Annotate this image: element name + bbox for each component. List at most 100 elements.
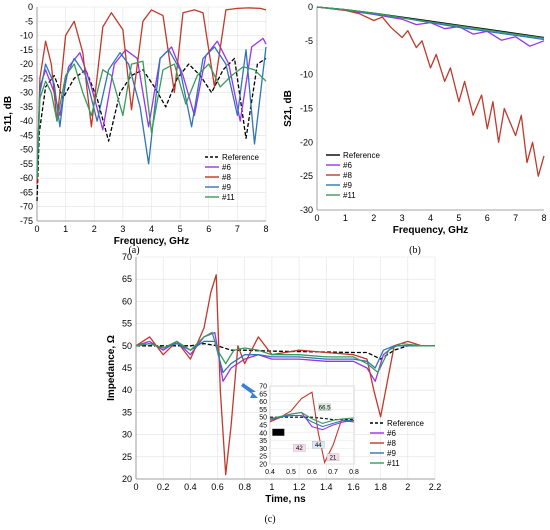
- y-tick-label: -10: [20, 31, 33, 41]
- y-tick-label: -5: [305, 36, 313, 46]
- y-tick-label: 40: [122, 385, 132, 395]
- x-tick-label: 1: [343, 213, 348, 223]
- x-tick-label: 2: [371, 213, 376, 223]
- x-tick-label: 5: [178, 224, 183, 234]
- inset-annotation-label: 44: [315, 443, 322, 449]
- inset-y-tick-label: 35: [259, 438, 267, 445]
- y-tick-label: 20: [122, 474, 132, 484]
- y-tick-label: -20: [300, 137, 313, 147]
- legend-label: #9: [222, 183, 231, 192]
- x-axis-label: Frequency, GHz: [393, 225, 468, 236]
- inset-y-tick-label: 30: [259, 446, 267, 453]
- y-tick-label: 70: [122, 252, 132, 262]
- series-line-n6: [316, 6, 545, 47]
- x-tick-label: 3: [120, 224, 125, 234]
- x-tick-label: 7: [235, 224, 240, 234]
- y-axis-label: Impedance, Ω: [106, 335, 117, 401]
- x-tick-label: 6: [485, 213, 490, 223]
- inset-annotation-box: [272, 428, 285, 436]
- inset-y-tick-label: 45: [259, 423, 267, 430]
- x-tick-label: 8: [263, 224, 268, 234]
- inset-annotation-label: 21: [330, 455, 337, 461]
- inset-annotation-label: 66.5: [319, 405, 331, 411]
- y-tick-label: 55: [122, 319, 132, 329]
- x-tick-label: 6: [206, 224, 211, 234]
- y-tick-label: -60: [20, 173, 33, 183]
- series-line-n9: [135, 340, 435, 374]
- y-tick-label: -75: [20, 216, 33, 226]
- chart-caption: (c): [264, 514, 275, 525]
- chart-0: 0 -5 -10 -15 -20 -25 -30 -35 -40 -45 -50 -55 -60 -65 -…: [3, 2, 269, 256]
- inset-x-tick-label: 0.7: [328, 469, 338, 476]
- series-line-n8: [135, 274, 435, 476]
- inset-y-tick-label: 70: [259, 384, 267, 391]
- legend-label: Reference: [387, 419, 424, 428]
- x-tick-label: 0.2: [157, 482, 170, 492]
- inset-series-line: [269, 411, 355, 424]
- x-tick-label: 1.8: [374, 482, 387, 492]
- x-tick-label: 1.6: [347, 482, 360, 492]
- y-tick-label: -25: [20, 73, 33, 83]
- inset-y-tick-label: 65: [259, 391, 267, 398]
- x-tick-label: 2.2: [429, 482, 442, 492]
- y-tick-label: 30: [122, 430, 132, 440]
- x-tick-label: 0.8: [238, 482, 251, 492]
- y-axis-label: S11, dB: [3, 96, 14, 132]
- x-axis-label: Frequency, GHz: [114, 236, 189, 247]
- y-tick-label: -70: [20, 202, 33, 212]
- series-line-n8: [316, 6, 545, 177]
- y-tick-label: 65: [122, 274, 132, 284]
- legend-label: #6: [222, 163, 231, 172]
- y-axis-label: S21, dB: [283, 90, 294, 127]
- x-tick-label: 8: [541, 213, 546, 223]
- chart-caption: (a): [128, 245, 139, 256]
- x-tick-label: 1.4: [320, 482, 333, 492]
- legend: Reference#6#8#9#11: [370, 419, 424, 468]
- inset-annotation-label: 44: [275, 430, 282, 436]
- legend: Reference#6#8#9#11: [205, 153, 259, 202]
- y-tick-label: -30: [300, 205, 313, 215]
- y-tick-label: 0: [28, 2, 33, 12]
- x-tick-label: 0.4: [184, 482, 197, 492]
- x-tick-label: 3: [400, 213, 405, 223]
- legend-label: #11: [387, 459, 400, 468]
- y-tick-label: -30: [20, 88, 33, 98]
- series-line-n9: [36, 46, 267, 173]
- inset-annotation-box: [312, 441, 325, 449]
- y-tick-label: -55: [20, 159, 33, 169]
- inset-annotation-box: [326, 453, 340, 461]
- y-tick-label: 35: [122, 407, 132, 417]
- x-tick-label: 1.2: [293, 482, 306, 492]
- legend-label: #8: [222, 173, 231, 182]
- inset-x-tick-label: 0.6: [307, 469, 317, 476]
- legend-label: #6: [387, 429, 396, 438]
- y-tick-label: -10: [300, 70, 313, 80]
- y-tick-label: -65: [20, 187, 33, 197]
- legend: Reference#6#8#9#11: [326, 151, 380, 200]
- y-tick-label: -5: [25, 16, 33, 26]
- inset-y-tick-label: 25: [259, 454, 267, 461]
- inset-series-line: [269, 415, 354, 428]
- x-tick-label: 0: [34, 224, 39, 234]
- inset-x-tick-label: 0.8: [349, 469, 359, 476]
- y-tick-label: 25: [122, 452, 132, 462]
- inset-y-tick-label: 40: [259, 430, 267, 437]
- y-tick-label: 50: [122, 341, 132, 351]
- series-line-n11: [135, 331, 435, 374]
- inset-series-line: [269, 391, 355, 465]
- x-tick-label: 4: [149, 224, 154, 234]
- x-tick-label: 0: [314, 213, 319, 223]
- x-tick-label: 0: [133, 482, 138, 492]
- chart-caption: (b): [409, 245, 421, 256]
- y-tick-label: -20: [20, 59, 33, 69]
- series-line-n8: [36, 7, 267, 184]
- legend-label: #9: [343, 181, 352, 190]
- inset-pointer-arrow-icon: [241, 383, 258, 398]
- inset-y-tick-label: 60: [259, 399, 267, 406]
- legend-label: #11: [343, 191, 356, 200]
